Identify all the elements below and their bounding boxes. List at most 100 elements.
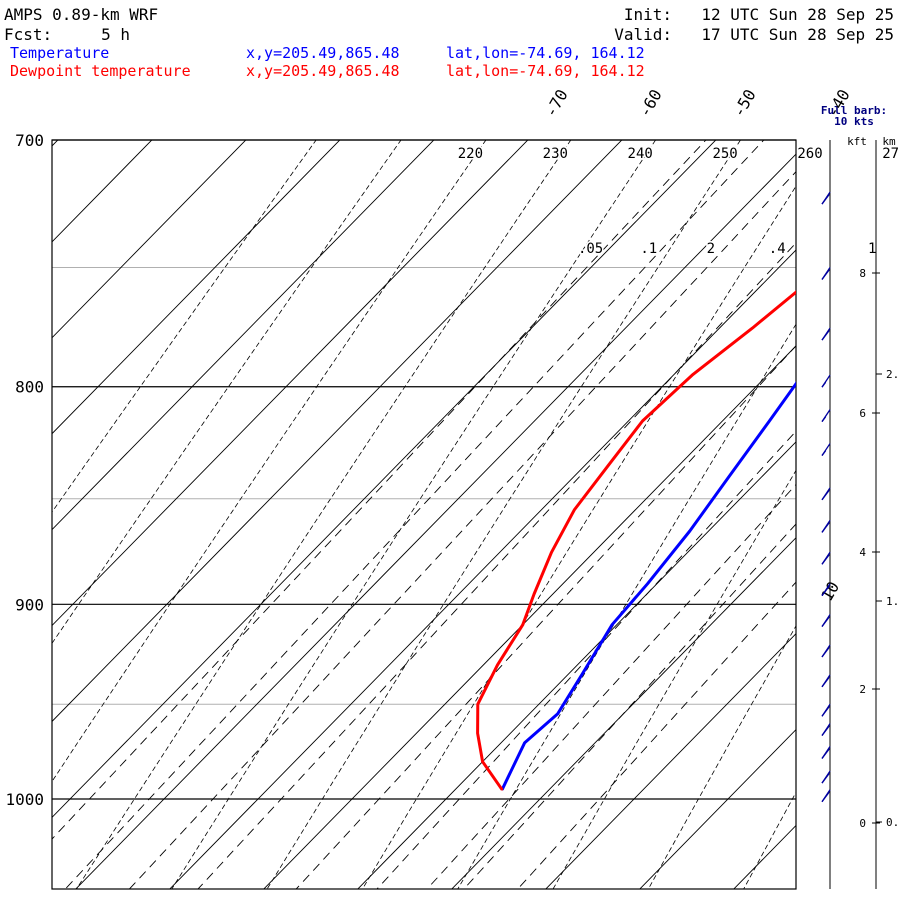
isotherm-line bbox=[52, 140, 435, 531]
isotherm-line bbox=[52, 140, 529, 627]
wind-barb bbox=[821, 674, 831, 688]
dry-adiabat-label: 250 bbox=[712, 146, 737, 162]
height-scale: kft km 8 6 4 2 0 2. 1. 0. bbox=[829, 135, 899, 889]
legend-dewpoint-name: Dewpoint temperature bbox=[10, 62, 191, 80]
barb-flag bbox=[821, 646, 830, 658]
wind-barb bbox=[821, 409, 831, 423]
dry-adiabat-line bbox=[743, 791, 796, 889]
temperature-point bbox=[688, 530, 691, 532]
major-isobar-lines bbox=[52, 139, 796, 800]
dry-adiabat-line bbox=[75, 140, 572, 889]
temperature-point bbox=[523, 741, 526, 744]
barb-flag bbox=[821, 773, 830, 784]
isotherm-line bbox=[52, 140, 153, 243]
plot-frame bbox=[51, 139, 797, 890]
legend-dewpoint-latlon: lat,lon=-74.69, 164.12 bbox=[446, 62, 645, 80]
kft-tick-label: 2 bbox=[859, 683, 866, 696]
dewpoint-temperature-point bbox=[481, 760, 484, 763]
init-label: Init: bbox=[624, 5, 672, 24]
legend-temperature-latlon: lat,lon=-74.69, 164.12 bbox=[446, 44, 645, 62]
isotherm-line bbox=[263, 345, 796, 889]
dry-adiabat-line bbox=[830, 113, 900, 900]
barb-flag bbox=[821, 269, 830, 280]
wind-barb bbox=[821, 327, 831, 341]
isotherm-line bbox=[52, 140, 341, 435]
temperature-point bbox=[862, 310, 864, 312]
pressure-label: 700 bbox=[15, 131, 44, 150]
km-tick-label: 1. bbox=[886, 595, 899, 608]
dewpoint-temperature-point bbox=[641, 420, 644, 422]
kft-tick-label: 0 bbox=[859, 817, 866, 830]
km-tick-label: 2. bbox=[886, 368, 899, 381]
wind-barbs bbox=[821, 191, 831, 803]
dewpoint-temperature-point bbox=[751, 327, 754, 329]
mixing-ratio-line bbox=[295, 345, 796, 889]
temperature-point bbox=[510, 770, 512, 772]
dry-adiabat-line bbox=[52, 140, 487, 783]
barb-flag bbox=[821, 585, 830, 597]
temperature-point bbox=[768, 420, 771, 422]
dewpoint-temperature-point bbox=[550, 551, 553, 554]
barb-flag bbox=[821, 450, 827, 456]
wind-barb bbox=[821, 374, 831, 388]
barb-flag bbox=[821, 791, 830, 803]
barb-flag bbox=[821, 489, 830, 501]
mixing-ratio-line bbox=[64, 140, 765, 889]
barb-key-line1: Full barb: bbox=[821, 104, 887, 117]
mixing-ratio-line bbox=[376, 430, 796, 889]
wind-barb bbox=[821, 443, 831, 456]
isotherm-line bbox=[75, 153, 796, 889]
barb-flag bbox=[821, 330, 830, 341]
isotherm-line bbox=[451, 537, 796, 889]
pressure-label: 900 bbox=[15, 595, 44, 614]
pressure-label: 1000 bbox=[5, 790, 44, 809]
mixing-ratio-line bbox=[128, 171, 796, 889]
mixing-ratio-label: .4 bbox=[769, 241, 786, 257]
barb-flag bbox=[821, 416, 827, 423]
km-tick-label: 0. bbox=[886, 816, 899, 829]
barb-flag bbox=[821, 706, 830, 717]
barb-flag bbox=[821, 194, 830, 205]
wind-barb bbox=[821, 191, 831, 205]
temperature-point bbox=[646, 582, 649, 585]
isotherm-label: -60 bbox=[635, 86, 666, 121]
init-value: 12 UTC Sun 28 Sep 25 bbox=[701, 5, 894, 24]
temperature-point bbox=[556, 713, 559, 715]
wind-barb bbox=[821, 614, 831, 627]
dry-adiabat-line bbox=[52, 140, 402, 644]
dewpoint-temperature-point bbox=[496, 664, 499, 666]
barb-flag bbox=[821, 522, 830, 533]
mixing-ratio-line bbox=[197, 242, 796, 889]
temperature-point bbox=[611, 623, 613, 626]
dry-adiabat-line bbox=[552, 469, 796, 889]
wind-barb bbox=[821, 770, 831, 784]
sounding-series bbox=[476, 290, 864, 791]
wind-barb bbox=[821, 703, 831, 717]
mixing-ratio-label: 2 bbox=[707, 241, 715, 257]
dewpoint-temperature-point bbox=[476, 703, 479, 706]
mixing-ratio-line bbox=[52, 140, 707, 840]
pressure-axis: 700 800 900 1000 bbox=[5, 131, 44, 809]
isotherm-line bbox=[52, 140, 717, 819]
legend-temperature-name: Temperature bbox=[10, 44, 109, 62]
mixing-ratio-line bbox=[426, 483, 796, 889]
mixing-ratio-label: .05 bbox=[578, 241, 603, 257]
dewpoint-temperature-point bbox=[521, 623, 524, 626]
dewpoint-temperature-point bbox=[691, 374, 694, 376]
dry-adiabat-label: 260 bbox=[797, 146, 822, 162]
kft-label: kft bbox=[847, 135, 867, 148]
isotherm-line bbox=[52, 140, 59, 147]
dry-adiabat-line bbox=[266, 140, 741, 889]
kft-tick-label: 6 bbox=[859, 407, 866, 420]
dry-adiabat-label: 240 bbox=[628, 146, 653, 162]
barb-key-line2: 10 kts bbox=[834, 115, 874, 128]
wind-barb bbox=[821, 746, 831, 759]
wind-barb bbox=[821, 519, 831, 533]
wind-barb bbox=[821, 583, 831, 597]
minor-isobar-lines bbox=[52, 266, 796, 705]
isotherm-line bbox=[357, 441, 796, 889]
temperature-line bbox=[500, 381, 796, 791]
wind-barb bbox=[821, 551, 831, 565]
isotherm-line bbox=[52, 140, 623, 723]
